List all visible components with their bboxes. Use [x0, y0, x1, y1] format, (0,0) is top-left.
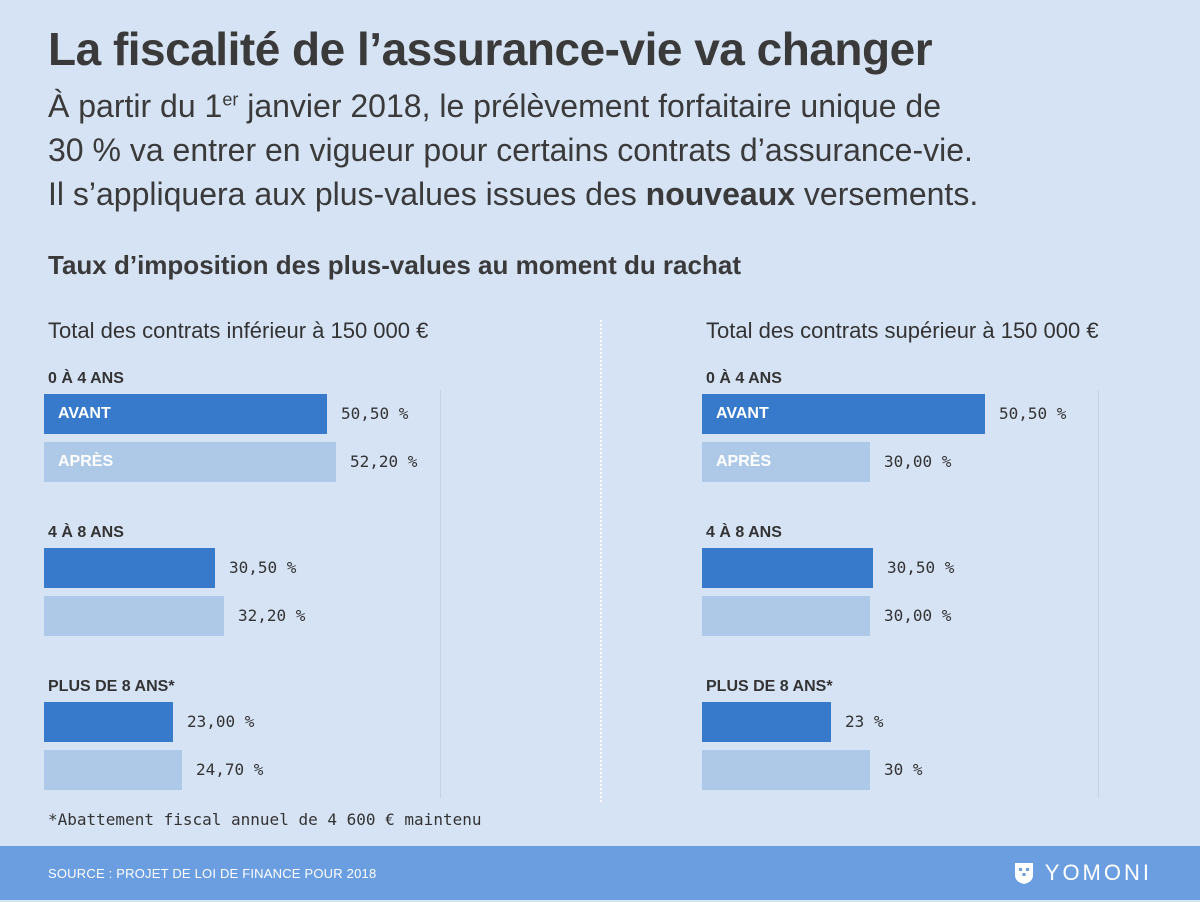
- group-label-0-4-ans: 0 À 4 ANS: [706, 370, 782, 387]
- value-label-avant-plus-8-ans: 23,00 %: [187, 712, 255, 731]
- panel-under-150k: Total des contrats inférieur à 150 000 €…: [44, 318, 548, 798]
- bar-apres-plus-8-ans: [702, 750, 870, 790]
- guide-line: [1098, 390, 1099, 798]
- value-label-avant-4-8-ans: 30,50 %: [887, 558, 955, 577]
- footnote: *Abattement fiscal annuel de 4 600 € mai…: [48, 810, 482, 829]
- intro-line-3: Il s’appliquera aux plus-values issues d…: [48, 176, 979, 212]
- bar-apres-0-4-ans: APRÈS: [44, 442, 336, 482]
- bar-series-label-apres: APRÈS: [58, 453, 114, 470]
- bar-avant-4-8-ans: [702, 548, 873, 588]
- value-label-apres-plus-8-ans: 30 %: [884, 760, 923, 779]
- value-label-avant-0-4-ans: 50,50 %: [999, 404, 1067, 423]
- bar-series-label-avant: AVANT: [716, 405, 769, 422]
- group-label-plus-8-ans: PLUS DE 8 ANS*: [48, 678, 175, 695]
- bar-avant-plus-8-ans: [702, 702, 831, 742]
- bar-apres-0-4-ans: APRÈS: [702, 442, 870, 482]
- intro-line-2: 30 % va entrer en vigueur pour certains …: [48, 132, 973, 168]
- bar-avant-4-8-ans: [44, 548, 215, 588]
- value-label-apres-4-8-ans: 30,00 %: [884, 606, 952, 625]
- brand: YOMONI: [1013, 846, 1152, 900]
- bar-series-label-avant: AVANT: [58, 405, 111, 422]
- group-label-plus-8-ans: PLUS DE 8 ANS*: [706, 678, 833, 695]
- intro-text: À partir du 1er janvier 2018, le prélève…: [48, 84, 1158, 216]
- brand-name: YOMONI: [1044, 860, 1152, 885]
- bar-avant-0-4-ans: AVANT: [702, 394, 985, 434]
- footer-bar: SOURCE : PROJET DE LOI DE FINANCE POUR 2…: [0, 846, 1200, 900]
- bar-avant-0-4-ans: AVANT: [44, 394, 327, 434]
- bar-apres-plus-8-ans: [44, 750, 182, 790]
- group-label-4-8-ans: 4 À 8 ANS: [48, 524, 124, 541]
- chart-title: Taux d’imposition des plus-values au mom…: [48, 250, 741, 280]
- group-label-4-8-ans: 4 À 8 ANS: [706, 524, 782, 541]
- guide-line: [440, 390, 441, 798]
- panel-title: Total des contrats inférieur à 150 000 €: [48, 318, 429, 343]
- page-title: La fiscalité de l’assurance-vie va chang…: [48, 23, 933, 75]
- value-label-avant-4-8-ans: 30,50 %: [229, 558, 297, 577]
- source-text: SOURCE : PROJET DE LOI DE FINANCE POUR 2…: [48, 866, 377, 881]
- bar-apres-4-8-ans: [44, 596, 224, 636]
- value-label-apres-plus-8-ans: 24,70 %: [196, 760, 264, 779]
- bar-apres-4-8-ans: [702, 596, 870, 636]
- bar-avant-plus-8-ans: [44, 702, 173, 742]
- group-label-0-4-ans: 0 À 4 ANS: [48, 370, 124, 387]
- value-label-apres-4-8-ans: 32,20 %: [238, 606, 306, 625]
- value-label-apres-0-4-ans: 30,00 %: [884, 452, 952, 471]
- bar-series-label-apres: APRÈS: [716, 453, 772, 470]
- panel-over-150k: Total des contrats supérieur à 150 000 €…: [702, 318, 1200, 798]
- panel-divider: [600, 320, 602, 802]
- intro-line-1: À partir du 1er janvier 2018, le prélève…: [48, 88, 941, 124]
- yomoni-logo-icon: [1014, 863, 1033, 884]
- value-label-avant-0-4-ans: 50,50 %: [341, 404, 409, 423]
- panel-title: Total des contrats supérieur à 150 000 €: [706, 318, 1099, 343]
- value-label-apres-0-4-ans: 52,20 %: [350, 452, 418, 471]
- value-label-avant-plus-8-ans: 23 %: [845, 712, 884, 731]
